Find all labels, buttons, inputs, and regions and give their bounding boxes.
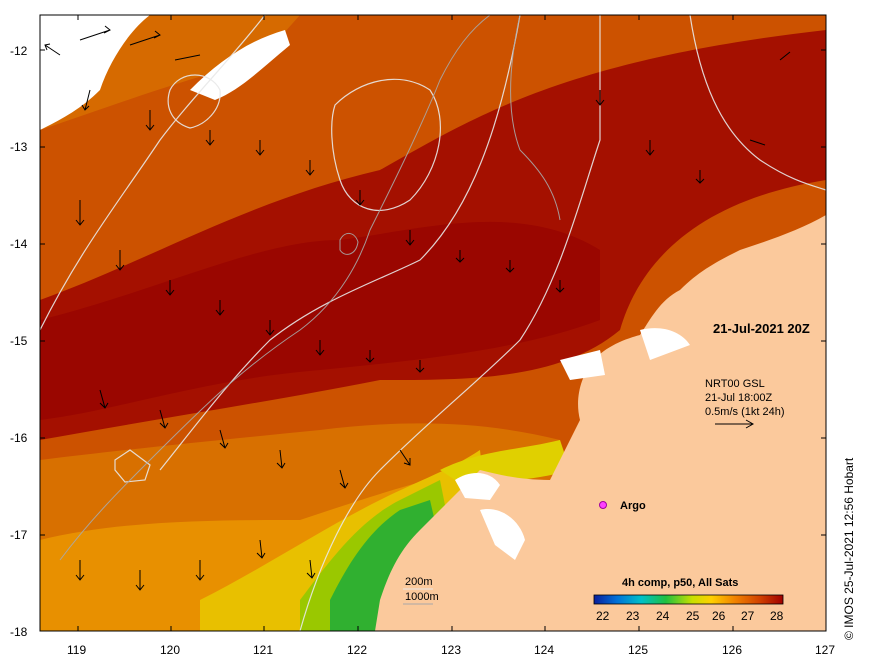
- colorbar-tick: 26: [712, 609, 726, 623]
- credit-text: © IMOS 25-Jul-2021 12:56 Hobart: [842, 457, 856, 640]
- lat-label: -17: [10, 528, 28, 542]
- lat-label: -14: [10, 237, 28, 251]
- lon-label: 127: [815, 643, 835, 657]
- current-scale: 0.5m/s (1kt 24h): [705, 406, 784, 418]
- map-timestamp: 21-Jul-2021 20Z: [713, 321, 810, 336]
- lon-label: 121: [253, 643, 273, 657]
- lon-label: 120: [160, 643, 180, 657]
- lat-label: -12: [10, 44, 28, 58]
- lat-label: -18: [10, 625, 28, 639]
- map-frame: [39, 14, 827, 632]
- lon-label: 122: [347, 643, 367, 657]
- lon-label: 125: [628, 643, 648, 657]
- colorbar: 4h comp, p50, All Sats 22 23 24 25 26 27…: [593, 577, 784, 623]
- lat-label: -15: [10, 334, 28, 348]
- colorbar-tick: 27: [741, 609, 755, 623]
- lon-labels: 119 120 121 122 123 124 125 126 127: [67, 643, 835, 657]
- colorbar-tick: 28: [770, 609, 784, 623]
- lat-label: -16: [10, 431, 28, 445]
- contour-label-200m: 200m: [405, 576, 433, 588]
- current-vectors: [44, 25, 791, 591]
- lon-label: 119: [67, 643, 86, 657]
- current-info: NRT00 GSL 21-Jul 18:00Z 0.5m/s (1kt 24h): [705, 378, 784, 418]
- lon-label: 126: [722, 643, 742, 657]
- lon-label: 123: [441, 643, 461, 657]
- colorbar-tick: 24: [656, 609, 670, 623]
- lat-labels: -12 -13 -14 -15 -16 -17 -18: [10, 44, 28, 639]
- contour-legend: 200m 1000m: [403, 576, 439, 605]
- sst-field: [40, 15, 826, 631]
- colorbar-tick: 25: [686, 609, 700, 623]
- colorbar-tick: 22: [596, 609, 610, 623]
- current-time: 21-Jul 18:00Z: [705, 392, 773, 404]
- colorbar-title: 4h comp, p50, All Sats: [622, 577, 738, 589]
- colorbar-tick: 23: [626, 609, 640, 623]
- current-source: NRT00 GSL: [705, 378, 765, 390]
- lat-label: -13: [10, 140, 28, 154]
- lon-label: 124: [534, 643, 554, 657]
- argo-label: Argo: [620, 500, 646, 512]
- argo-marker: [599, 501, 607, 509]
- contour-label-1000m: 1000m: [405, 591, 439, 603]
- axis-ticks: [40, 15, 826, 632]
- scale-arrow: [715, 419, 755, 429]
